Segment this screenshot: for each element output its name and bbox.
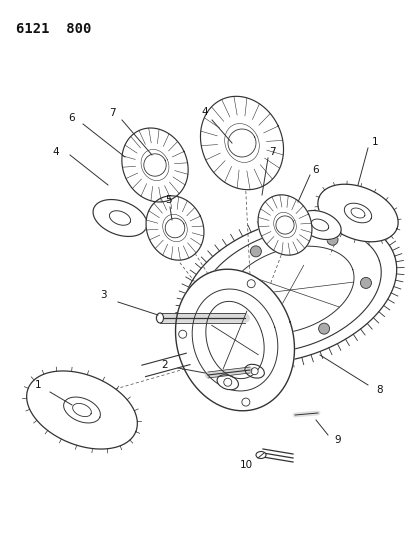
Polygon shape [228, 129, 256, 157]
Text: 9: 9 [335, 435, 341, 445]
Polygon shape [299, 211, 341, 239]
Ellipse shape [157, 313, 164, 323]
Text: 7: 7 [109, 108, 115, 118]
Ellipse shape [217, 375, 238, 390]
Polygon shape [146, 196, 204, 260]
Text: 4: 4 [202, 107, 208, 117]
Ellipse shape [245, 364, 264, 378]
Circle shape [247, 280, 255, 288]
Text: 6: 6 [69, 113, 75, 123]
Circle shape [319, 323, 330, 334]
Polygon shape [276, 216, 294, 234]
Circle shape [327, 235, 338, 245]
Circle shape [242, 398, 250, 406]
Text: 4: 4 [53, 147, 59, 157]
Circle shape [251, 368, 258, 375]
Circle shape [224, 378, 232, 386]
Text: 5: 5 [165, 195, 171, 205]
Circle shape [179, 330, 187, 338]
Polygon shape [165, 218, 185, 238]
Polygon shape [258, 195, 312, 255]
Polygon shape [93, 199, 147, 237]
Text: 8: 8 [377, 385, 383, 395]
Text: 6: 6 [313, 165, 319, 175]
Text: 1: 1 [35, 380, 41, 390]
Polygon shape [144, 154, 166, 176]
Polygon shape [318, 184, 398, 242]
Circle shape [208, 301, 219, 311]
Text: 6121  800: 6121 800 [16, 22, 91, 36]
Circle shape [251, 246, 262, 257]
Text: 2: 2 [162, 360, 169, 370]
Polygon shape [122, 128, 188, 202]
Polygon shape [200, 96, 284, 190]
Text: 1: 1 [372, 137, 378, 147]
Text: 3: 3 [100, 290, 106, 300]
Polygon shape [199, 228, 381, 352]
Polygon shape [175, 269, 295, 411]
Polygon shape [183, 217, 397, 363]
Polygon shape [109, 211, 131, 225]
Polygon shape [73, 403, 91, 417]
Circle shape [242, 335, 253, 346]
Polygon shape [27, 371, 137, 449]
Text: 10: 10 [239, 460, 253, 470]
Ellipse shape [256, 451, 266, 458]
Polygon shape [206, 301, 264, 378]
Polygon shape [351, 208, 365, 218]
Circle shape [360, 278, 371, 288]
Text: 7: 7 [269, 147, 275, 157]
Polygon shape [311, 219, 329, 231]
